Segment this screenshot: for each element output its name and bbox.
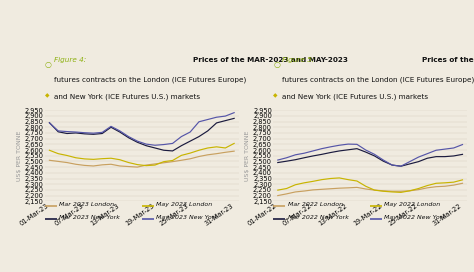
Text: Mar 2022 New York: Mar 2022 New York <box>288 215 348 220</box>
Text: Prices of the MAR-2022 and MAY-2022: Prices of the MAR-2022 and MAY-2022 <box>422 57 474 63</box>
Text: Mar 2023 London: Mar 2023 London <box>59 202 114 207</box>
Text: May 2022 New York: May 2022 New York <box>384 215 447 220</box>
Text: and New York (ICE Futures U.S.) markets: and New York (ICE Futures U.S.) markets <box>54 94 200 100</box>
Text: futures contracts on the London (ICE Futures Europe): futures contracts on the London (ICE Fut… <box>282 77 474 83</box>
Text: ○: ○ <box>45 60 52 69</box>
Text: futures contracts on the London (ICE Futures Europe): futures contracts on the London (ICE Fut… <box>54 77 246 83</box>
Text: May 2022 London: May 2022 London <box>384 202 441 207</box>
Text: May 2023 London: May 2023 London <box>156 202 212 207</box>
Text: ○: ○ <box>273 60 280 69</box>
Text: Mar 2023 New York: Mar 2023 New York <box>59 215 120 220</box>
Text: Figure 4:: Figure 4: <box>54 57 86 63</box>
Text: ◆: ◆ <box>273 94 278 98</box>
Y-axis label: US$ PER TONNE: US$ PER TONNE <box>17 131 22 181</box>
Text: and New York (ICE Futures U.S.) markets: and New York (ICE Futures U.S.) markets <box>282 94 428 100</box>
Text: May 2023 New York: May 2023 New York <box>156 215 218 220</box>
Text: ◆: ◆ <box>45 94 49 98</box>
Text: Prices of the MAR-2023 and MAY-2023: Prices of the MAR-2023 and MAY-2023 <box>193 57 348 63</box>
Text: Mar 2022 London: Mar 2022 London <box>288 202 343 207</box>
Text: Figure 5:: Figure 5: <box>282 57 314 63</box>
Y-axis label: US$ PER TONNE: US$ PER TONNE <box>245 131 250 181</box>
